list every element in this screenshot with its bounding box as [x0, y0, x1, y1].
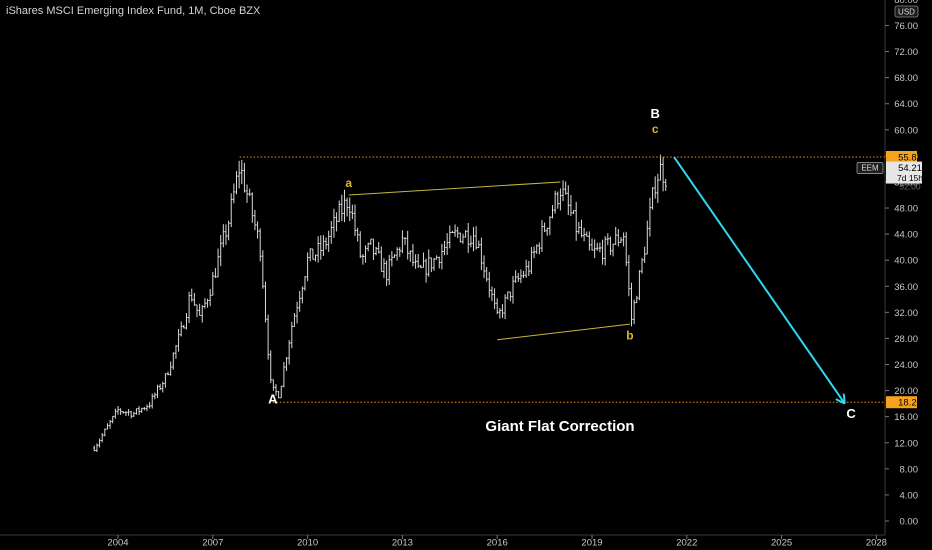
price-tick-label: 64.00 [894, 99, 918, 110]
projection-arrow-line [673, 156, 846, 405]
countdown-label: 7d 15h [897, 173, 923, 183]
price-tick-label: 68.00 [894, 73, 918, 84]
hidden-tick-label: 52.00 [899, 182, 921, 192]
price-tick-label: 24.00 [894, 360, 918, 371]
price-tick-label: 72.00 [894, 47, 918, 58]
time-axis[interactable]: 2004 2007 2010 2013 2016 2019 2022 2025 2028 [0, 534, 887, 549]
countdown-badge [886, 172, 922, 184]
annotation-title: Giant Flat Correction [485, 418, 634, 435]
symbol-badge [856, 162, 884, 174]
price-tick-label: 44.00 [894, 230, 918, 241]
level-price-label: 55.83 [898, 152, 922, 163]
wave-label-C: C [846, 406, 856, 421]
currency-label: USD [898, 8, 915, 17]
level-price-badge [886, 150, 917, 163]
symbol-label: EEM [861, 164, 879, 173]
time-tick-label: 2007 [202, 538, 223, 549]
price-tick-label: 32.00 [894, 308, 918, 319]
price-tick-label: 80.00 [894, 0, 918, 6]
time-tick-label: 2016 [487, 538, 508, 549]
price-tick-label: 40.00 [894, 256, 918, 267]
price-tick-label: 0.00 [900, 517, 919, 528]
price-tick-label: 36.00 [894, 282, 918, 293]
level-price-label: 18.22 [898, 398, 922, 409]
wave-label-c: c [652, 122, 659, 136]
price-axis[interactable]: 0.00 4.00 8.00 12.00 16.00 20.00 24.00 28.00 32.… [884, 0, 923, 535]
time-tick-label: 2010 [297, 538, 318, 549]
wave-label-B: B [651, 106, 660, 121]
price-tick-label: 4.00 [900, 490, 919, 501]
candlestick-series [93, 154, 667, 452]
price-tick-label: 28.00 [894, 334, 918, 345]
price-tick-label: 8.00 [900, 464, 919, 475]
chart-title: iShares MSCI Emerging Index Fund, 1M, Cb… [6, 5, 261, 17]
currency-badge [894, 5, 919, 18]
price-tick-label: 48.00 [894, 204, 918, 215]
price-tick-label: 12.00 [894, 438, 918, 449]
price-tick-label: 60.00 [894, 125, 918, 136]
annotation-labels: Aa b cB C Giant Flat Correction [268, 106, 856, 435]
wave-channel-line [348, 181, 561, 196]
projection-arrow-head-left [835, 398, 846, 405]
price-tick-label: 16.00 [894, 412, 918, 423]
time-tick-label: 2013 [392, 538, 413, 549]
wave-channel-line [497, 323, 630, 341]
level-price-badge [886, 396, 917, 409]
chart-drawings: EEM [239, 156, 885, 405]
wave-label-a: a [345, 176, 352, 190]
time-tick-label: 2019 [581, 538, 602, 549]
price-tick-label: 76.00 [894, 21, 918, 32]
time-tick-label: 2028 [866, 538, 887, 549]
time-tick-label: 2004 [107, 538, 128, 549]
last-price-badge [886, 161, 922, 174]
last-price-label: 54.21 [898, 163, 922, 174]
wave-label-A: A [268, 392, 278, 407]
time-tick-label: 2025 [771, 538, 792, 549]
projection-arrow-head-right [842, 393, 846, 404]
wave-label-b: b [626, 329, 633, 343]
time-tick-label: 2022 [676, 538, 697, 549]
price-tick-label: 20.00 [894, 386, 918, 397]
